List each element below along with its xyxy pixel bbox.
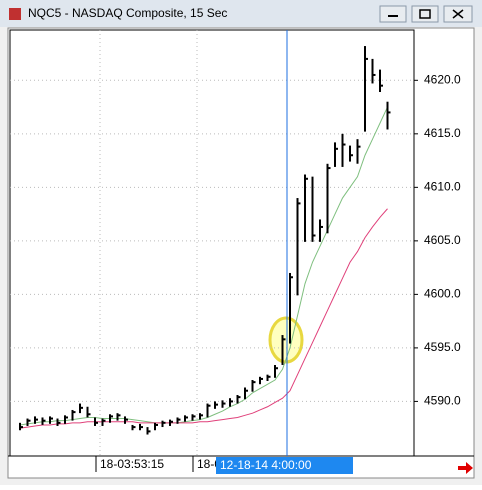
x-tick-label: 18-03:53:15	[100, 457, 164, 471]
moving-average-line	[19, 208, 388, 429]
y-tick-label: 4620.0	[424, 72, 461, 86]
y-tick-label: 4590.0	[424, 394, 461, 408]
scroll-arrow[interactable]	[458, 462, 473, 474]
maximize-icon	[419, 9, 431, 19]
plot-layer: 4590.0 4595.0 4600.0 4605.0 4610.0 4615.0 4620…	[10, 30, 461, 474]
plot-area	[9, 29, 415, 457]
close-icon	[452, 9, 464, 19]
y-tick-label: 4595.0	[424, 340, 461, 354]
y-tick-label: 4610.0	[424, 180, 461, 194]
y-tick-label: 4605.0	[424, 233, 461, 247]
minimize-button[interactable]	[379, 5, 407, 23]
maximize-button[interactable]	[411, 5, 439, 23]
cursor-label: 12-18-14 4:00:00	[220, 458, 312, 472]
y-tick-label: 4615.0	[424, 126, 461, 140]
cursor-label-box	[216, 457, 353, 474]
y-tick-label: 4600.0	[424, 287, 461, 301]
window-title: NQC5 - NASDAQ Composite, 15 Sec	[28, 6, 227, 20]
moving-average-line	[19, 106, 388, 426]
window-icon	[9, 8, 21, 20]
highlight-glow	[268, 316, 304, 364]
